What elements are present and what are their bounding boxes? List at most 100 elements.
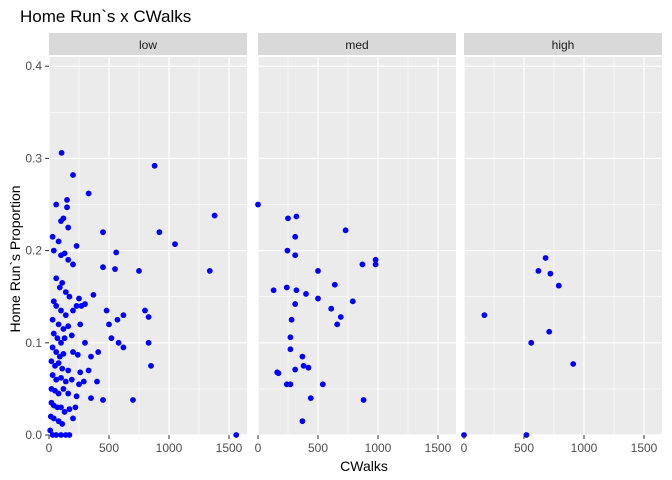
data-point (68, 332, 75, 339)
data-point (55, 321, 62, 328)
data-point (70, 349, 76, 355)
x-tick-label: 0 (255, 441, 262, 455)
data-point (120, 344, 127, 351)
y-tick-label: 0.0 (25, 428, 42, 442)
x-tick-label: 1000 (571, 441, 598, 455)
data-point (233, 432, 240, 438)
y-axis-title: Home Run`s Proportion (7, 185, 23, 332)
data-point (319, 381, 326, 388)
data-point (54, 335, 61, 342)
data-point (120, 312, 127, 319)
data-point (112, 266, 118, 272)
data-point (206, 267, 213, 274)
data-point (64, 204, 70, 211)
data-point (300, 362, 307, 369)
data-point (66, 293, 73, 300)
data-point (274, 369, 281, 376)
data-point (287, 334, 294, 341)
data-point (328, 305, 335, 312)
data-point (103, 307, 110, 314)
data-point (94, 378, 100, 385)
data-point (535, 267, 542, 274)
data-point (53, 432, 60, 438)
data-point (58, 374, 64, 381)
data-point (73, 393, 80, 400)
data-point (100, 397, 106, 403)
data-point (315, 295, 321, 302)
y-tick-label: 0.4 (25, 59, 42, 73)
x-tick-label: 1500 (216, 441, 243, 455)
data-point (48, 358, 55, 365)
data-point (293, 287, 300, 294)
strip-med (258, 33, 456, 55)
data-point (293, 213, 300, 220)
data-point (114, 316, 121, 323)
data-point (145, 339, 152, 346)
data-point (60, 350, 67, 357)
data-point (156, 229, 163, 236)
data-point (77, 369, 84, 376)
y-tick-label: 0.2 (25, 244, 42, 258)
strip-label-low: low (139, 38, 157, 52)
data-point (211, 212, 218, 219)
facet-panels: low med high (47, 33, 662, 438)
data-point (55, 360, 62, 366)
data-point (100, 229, 106, 236)
facet-med: med (255, 33, 456, 436)
data-point (151, 162, 158, 169)
data-point (100, 264, 106, 271)
data-point (542, 255, 549, 261)
data-point (113, 249, 120, 256)
data-point (528, 339, 535, 346)
data-point (62, 289, 69, 295)
data-point (58, 252, 64, 259)
data-point (285, 215, 291, 222)
data-point (58, 218, 64, 225)
data-point (53, 349, 60, 355)
data-point (283, 284, 290, 291)
data-point (65, 323, 72, 330)
y-tick-label: 0.3 (25, 151, 42, 165)
data-point (555, 282, 562, 289)
data-point (50, 330, 57, 337)
data-point (88, 353, 94, 360)
data-point (53, 376, 60, 383)
data-point (88, 395, 94, 402)
data-point (360, 397, 367, 403)
data-point (73, 303, 80, 309)
x-axis-title: CWalks (340, 458, 388, 474)
x-tick-label: 500 (308, 441, 328, 455)
data-point (76, 295, 82, 302)
data-point (292, 366, 299, 373)
data-point (305, 364, 312, 371)
data-point (49, 316, 56, 323)
data-point (59, 421, 66, 427)
data-point (570, 361, 577, 367)
data-point (50, 247, 57, 254)
data-point (85, 190, 92, 197)
data-point (70, 172, 76, 178)
facet-low: low (47, 33, 247, 438)
data-point (334, 321, 341, 328)
data-point (349, 298, 356, 305)
data-point (292, 233, 299, 240)
data-point (55, 390, 62, 397)
x-tick-label: 500 (514, 441, 534, 455)
data-point (60, 326, 67, 332)
x-tick-label: 1500 (631, 441, 658, 455)
x-axes: 0 500 1000 1500 0 500 1000 1500 0 500 1000 1500 (46, 435, 658, 455)
x-tick-label: 1500 (425, 441, 452, 455)
data-point (58, 149, 65, 156)
y-axis: 0.0 0.1 0.2 0.3 0.4 (25, 59, 49, 442)
data-point (145, 314, 152, 320)
data-point (66, 406, 73, 413)
data-point (292, 252, 299, 259)
data-point (292, 301, 299, 307)
data-point (299, 418, 306, 425)
data-point (342, 227, 349, 234)
data-point (284, 247, 291, 254)
data-point (58, 339, 64, 346)
data-point (95, 349, 102, 355)
data-point (65, 256, 72, 263)
data-point (59, 279, 66, 286)
